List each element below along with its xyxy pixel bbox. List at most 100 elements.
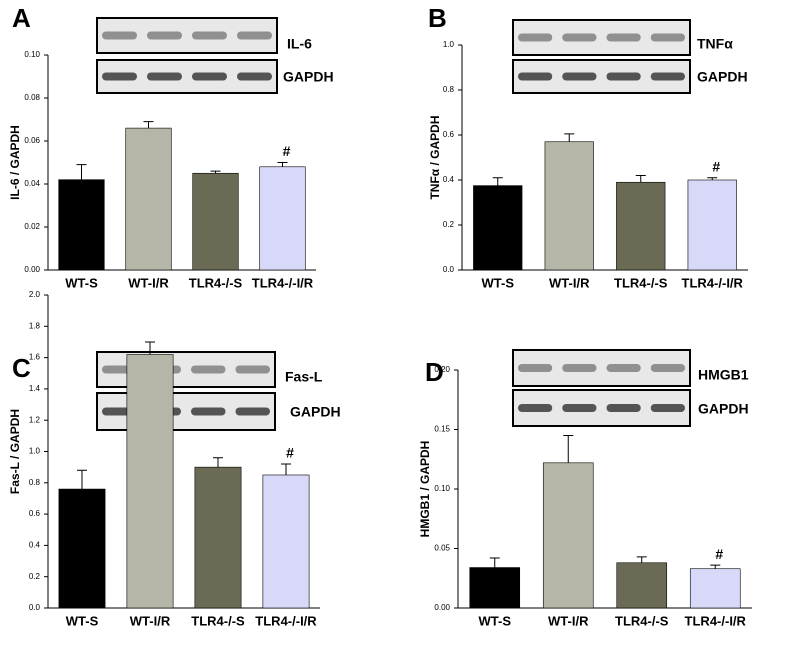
error-bar <box>145 341 155 355</box>
annotation: # <box>286 445 294 461</box>
y-tick-label: 0.04 <box>24 179 40 188</box>
y-tick-label: 1.8 <box>29 321 41 330</box>
x-tick-label: TLR4-/-S <box>189 275 243 290</box>
blot-band <box>191 407 226 416</box>
y-tick-label: 0.8 <box>443 85 455 94</box>
y-tick-label: 0.15 <box>434 425 450 434</box>
y-tick-label: 0.6 <box>443 130 455 139</box>
x-tick-label: TLR4-/-I/R <box>685 613 747 628</box>
blot-band <box>102 72 137 81</box>
x-tick-label: TLR4-/-I/R <box>255 613 317 628</box>
blot-band <box>562 364 597 372</box>
bar <box>473 185 523 271</box>
x-tick-label: WT-S <box>479 613 512 628</box>
bar <box>689 568 741 609</box>
annotation: # <box>283 143 291 159</box>
x-tick-label: WT-I/R <box>128 275 169 290</box>
bar <box>616 181 666 271</box>
blot-band <box>606 33 641 42</box>
bar <box>542 462 594 609</box>
blot-band <box>606 72 641 81</box>
blot-band <box>102 31 137 40</box>
panel-letter: B <box>428 3 447 33</box>
y-tick-label: 0.8 <box>29 478 41 487</box>
y-tick-label: 0.08 <box>24 93 40 102</box>
error-bar <box>707 177 718 180</box>
blot-band <box>237 31 272 40</box>
error-bar <box>635 175 646 183</box>
blot-band <box>650 33 685 42</box>
y-tick-label: 0.02 <box>24 222 40 231</box>
panel-letter: C <box>12 353 31 383</box>
bar <box>616 562 668 609</box>
y-tick-label: 1.4 <box>29 384 41 393</box>
error-bar <box>636 556 647 563</box>
blot-label: GAPDH <box>290 404 341 420</box>
bar <box>58 179 105 271</box>
blot-band <box>562 33 597 42</box>
error-bar <box>492 177 503 186</box>
bar <box>469 567 521 609</box>
y-tick-label: 0.4 <box>443 175 455 184</box>
bar <box>125 127 172 271</box>
y-tick-label: 0.0 <box>29 603 41 612</box>
blot-band <box>192 72 227 81</box>
error-bar <box>76 164 87 180</box>
x-tick-label: TLR4-/-S <box>191 613 245 628</box>
bar <box>194 466 242 609</box>
bar <box>58 488 106 609</box>
blot-band <box>650 364 685 372</box>
annotation: # <box>712 158 720 174</box>
y-tick-label: 0.10 <box>24 50 40 59</box>
annotation: # <box>715 546 723 562</box>
error-bar <box>77 469 87 490</box>
y-tick-label: 0.20 <box>434 365 450 374</box>
y-tick-label: 0.05 <box>434 544 450 553</box>
x-tick-label: TLR4-/-S <box>615 613 669 628</box>
error-bar <box>710 564 721 569</box>
blot-band <box>237 72 272 81</box>
x-tick-label: WT-S <box>482 275 515 290</box>
blot-band <box>147 31 182 40</box>
blot-band <box>518 33 553 42</box>
error-bar <box>489 557 500 568</box>
bar <box>259 166 306 271</box>
blot-band <box>191 365 226 374</box>
blot-band <box>192 31 227 40</box>
blot-band <box>606 404 641 412</box>
blot-band <box>650 404 685 412</box>
error-bar <box>564 133 575 142</box>
x-tick-label: TLR4-/-I/R <box>252 275 314 290</box>
x-tick-label: WT-I/R <box>549 275 590 290</box>
y-axis-label: IL-6 / GAPDH <box>8 125 22 200</box>
y-tick-label: 2.0 <box>29 290 41 299</box>
y-axis-label: HMGB1 / GAPDH <box>418 441 432 538</box>
y-tick-label: 0.2 <box>443 220 455 229</box>
blot-band <box>147 72 182 81</box>
y-tick-label: 0.6 <box>29 509 41 518</box>
error-bar <box>213 457 223 468</box>
panel-letter: A <box>12 3 31 33</box>
blot-label: TNFα <box>697 36 733 52</box>
blot-band <box>562 404 597 412</box>
blot-band <box>518 364 553 372</box>
y-tick-label: 1.0 <box>443 40 455 49</box>
blot-band <box>235 365 270 374</box>
y-tick-label: 0.06 <box>24 136 40 145</box>
blot-label: GAPDH <box>283 69 334 85</box>
y-axis-label: Fas-L / GAPDH <box>8 409 22 494</box>
blot-label: IL-6 <box>287 36 312 52</box>
bar <box>192 172 239 271</box>
x-tick-label: TLR4-/-S <box>614 275 668 290</box>
y-tick-label: 1.0 <box>29 447 41 456</box>
blot-label: Fas-L <box>285 369 323 385</box>
blot-band <box>562 72 597 81</box>
bar <box>544 141 594 271</box>
x-tick-label: WT-I/R <box>130 613 171 628</box>
blot-label: HMGB1 <box>698 367 749 383</box>
y-axis-label: TNFα / GAPDH <box>428 115 442 199</box>
x-tick-label: TLR4-/-I/R <box>682 275 744 290</box>
blot-band <box>235 407 270 416</box>
y-tick-label: 1.2 <box>29 415 41 424</box>
error-bar <box>281 463 291 475</box>
